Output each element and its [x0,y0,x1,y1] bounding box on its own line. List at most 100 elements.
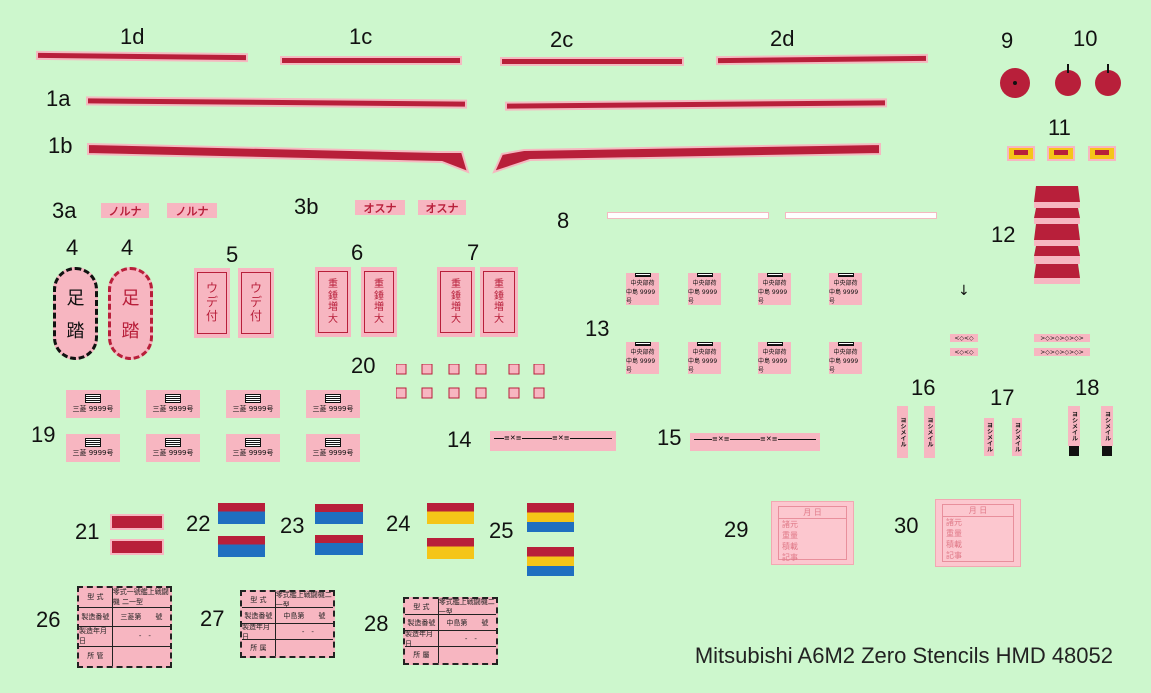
roundel-10a [1055,64,1081,96]
char: 大 [327,313,338,325]
sheet-title: Mitsubishi A6M2 Zero Stencils HMD 48052 [694,643,1113,668]
label-19: 19 [31,422,56,447]
cell: 型 式 [405,599,439,614]
flag-icon [325,394,341,403]
label-30: 30 [894,513,919,538]
label-10: 10 [1073,26,1098,51]
row: 諸元 [782,520,798,529]
char: 錘 [451,290,461,302]
text: 三菱 9999号 [152,405,194,413]
stencil-4-black-top: 足 [66,287,85,309]
band-25b [527,547,574,576]
text: 中島 9999号 [626,358,656,374]
flag-icon [696,273,713,277]
flag-icon [837,342,854,346]
stencil-3a-1: ノルナ [101,203,149,218]
label-6: 6 [351,240,364,265]
band-25a [527,503,574,532]
panel-13-2: 中央部荷 中島 9999号 [688,273,721,305]
char: 付 [249,308,262,323]
flag-icon [85,394,101,403]
stripes-12 [1034,186,1080,284]
strip-b1: >◇>◇>◇>◇> [1034,334,1090,342]
panel-19-6: 三菱 9999号 [146,434,200,462]
label-11: 11 [1048,115,1071,140]
char: 付 [205,308,218,323]
flag-icon [634,273,651,277]
marker-11a [1007,146,1035,161]
stripe-2a [506,100,886,109]
flag-icon [634,342,651,346]
char: 増 [373,302,384,313]
band-24b [427,538,474,559]
cell: 所 属 [242,640,276,656]
cell: 製造年月日 [79,627,113,646]
panel-13-4: 中央部荷 中島 9999号 [829,273,862,305]
cell: 所 屬 [405,647,439,663]
text-15b: ≡✕≡ [760,435,778,443]
label-3a: 3a [52,198,77,223]
char: 大 [373,313,384,325]
panel-19-8: 三菱 9999号 [306,434,360,462]
stencil-4-red: 足 踏 [108,267,153,360]
label-1b: 1b [48,133,73,158]
row: 重量 [946,529,962,538]
flag-icon [325,438,341,447]
stripe-1a [87,98,466,107]
stencil-17a: ヨシメイル [984,418,994,456]
marker-11b [1047,146,1075,161]
cell: 製造年月日 [242,623,276,641]
stripe-8b [785,212,937,219]
label-23: 23 [280,513,305,538]
label-20: 20 [351,353,376,378]
square-icon [1102,446,1112,456]
char: 増 [327,302,338,313]
cell: 製造番號 [242,608,276,623]
strip-a1: <◇<◇ [950,334,978,342]
row: 積載 [782,542,798,551]
label-24: 24 [386,511,411,536]
cell: 製造番號 [79,607,113,626]
label-7: 7 [467,240,480,265]
roundel-9 [1000,68,1030,98]
stencil-18a: ヨシメイル [1068,406,1080,446]
flag-icon [165,394,181,403]
panel-19-2: 三菱 9999号 [146,390,200,418]
char: 重 [373,279,384,290]
cell: 中島第 號 [446,618,489,627]
text: 中央部荷 [630,280,655,287]
stencil-3b-1: オスナ [355,200,405,215]
label-29: 29 [724,517,749,542]
cell: - - [131,632,151,641]
data-table-28: 型 式零式艦上戦闘機二一型 製造番號 中島第 號 製造年月日 - - 所 屬 [403,597,498,665]
text: 三菱 9999号 [72,449,114,457]
text: 中島 9999号 [758,289,788,305]
label-21: 21 [75,519,100,544]
char: 重 [451,279,461,290]
char: 錘 [327,290,338,302]
strip-15: ≡✕≡ ≡✕≡ [690,433,820,451]
text: 三菱 9999号 [232,449,274,457]
text: 三菱 9999号 [152,449,194,457]
label-1d: 1d [120,24,145,49]
table-29: 月 日 諸元 重量 積載 記事 [771,501,854,565]
panel-13-8: 中央部荷 中島 9999号 [829,342,862,374]
panel-13-6: 中央部荷 中島 9999号 [688,342,721,374]
flag-icon [696,342,713,346]
text-15a: ≡✕≡ [712,435,730,443]
text: 中島 9999号 [829,358,859,374]
cell: 三菱第 號 [120,612,163,621]
marker-11c [1088,146,1116,161]
cell: 零式一號艦上戦闘機 二一型 [112,588,169,607]
stencil-4-red-bottom: 踏 [121,321,140,343]
band-21a [110,514,164,530]
label-2d: 2d [770,26,795,51]
char: 重 [327,279,338,290]
label-17: 17 [990,385,1015,410]
text: 三菱 9999号 [312,405,354,413]
data-table-27: 型 式零式艦上戦闘機二一型 製造番號 中島第 號 製造年月日 - - 所 属 [240,590,335,658]
cell: 製造年月日 [405,630,439,648]
stencil-5b: ウデ付 [238,268,274,338]
char: ウ [205,281,218,296]
label-1a: 1a [46,86,71,111]
